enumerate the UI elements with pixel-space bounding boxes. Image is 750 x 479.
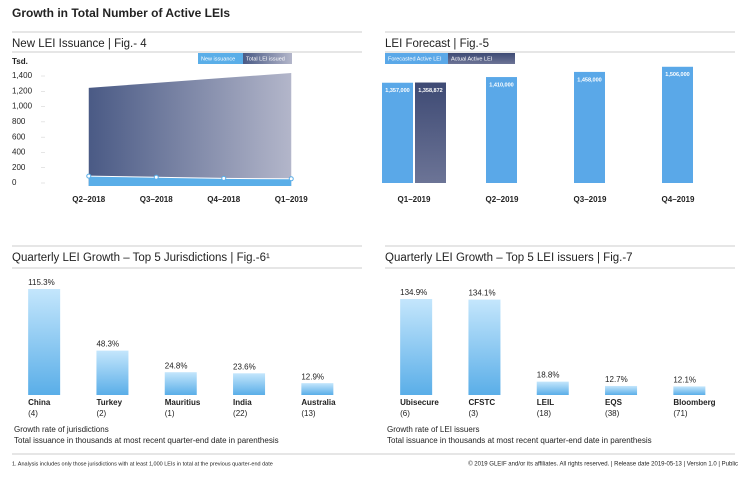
value-label: 134.1% <box>468 289 495 298</box>
y-tick-label: 400 <box>12 148 26 157</box>
legend-label: Actual Active LEI <box>451 56 493 62</box>
bar <box>164 372 197 395</box>
bar <box>28 289 61 395</box>
count-label: (22) <box>233 409 248 418</box>
y-tick-label: 1,000 <box>12 102 33 111</box>
chart-title: Quarterly LEI Growth – Top 5 Jurisdictio… <box>12 252 270 264</box>
value-label: 12.1% <box>673 376 696 385</box>
x-tick-label: Turkey <box>96 398 122 407</box>
x-tick-label: Q4–2018 <box>207 195 240 204</box>
bar <box>96 350 129 395</box>
point <box>86 173 92 179</box>
chart-title: Quarterly LEI Growth – Top 5 LEI issuers… <box>385 252 633 264</box>
y-tick-label: 1,400 <box>12 71 33 80</box>
note: Growth rate of jurisdictions <box>14 425 109 434</box>
bar <box>536 381 569 395</box>
count-label: (2) <box>96 409 106 418</box>
legend-swatch <box>385 53 448 64</box>
value-label: 134.9% <box>400 288 427 297</box>
value-label: 12.7% <box>605 375 628 384</box>
page-title: Growth in Total Number of Active LEIs <box>12 6 230 20</box>
point <box>288 176 294 182</box>
bar <box>468 299 501 395</box>
y-axis-label: Tsd. <box>12 57 28 66</box>
value-label: 1,358,872 <box>418 88 442 94</box>
separators <box>12 31 735 455</box>
x-tick-label: Bloomberg <box>673 398 715 407</box>
point <box>221 175 227 181</box>
x-tick-label: Ubisecure <box>400 398 439 407</box>
legend-label: New issuance <box>201 56 235 62</box>
value-label: 1,506,000 <box>665 72 689 78</box>
x-tick-label: Q1–2019 <box>275 195 308 204</box>
count-label: (1) <box>165 409 175 418</box>
value-label: 115.3% <box>28 278 55 287</box>
value-label: 12.9% <box>301 372 324 381</box>
y-tick-label: 600 <box>12 132 26 141</box>
y-tick-label: 200 <box>12 163 26 172</box>
x-tick-label: CFSTC <box>468 398 495 407</box>
x-tick-label: Q2–2019 <box>486 195 519 204</box>
x-tick-label: Q3–2019 <box>574 195 607 204</box>
area <box>88 72 292 186</box>
bar <box>574 71 605 183</box>
bar <box>662 66 693 183</box>
chart-title: LEI Forecast | Fig.-5 <box>385 38 489 50</box>
y-tick-label: 800 <box>12 117 26 126</box>
bar <box>673 386 706 395</box>
legend-label: Forecasted Active LEI <box>388 56 442 62</box>
legend-swatch <box>448 53 515 64</box>
chart-title: New LEI Issuance | Fig.- 4 <box>12 38 147 50</box>
bar <box>605 385 638 395</box>
value-label: 1,357,000 <box>385 88 409 94</box>
value-label: 1,410,000 <box>489 83 513 89</box>
y-tick-label: 1,200 <box>12 86 33 95</box>
bar <box>486 77 517 183</box>
footnote: 1. Analysis includes only those jurisdic… <box>12 461 273 467</box>
y-tick-label: 0 <box>12 178 17 187</box>
x-tick-label: Q2–2018 <box>72 195 105 204</box>
value-label: 18.8% <box>537 371 560 380</box>
legend-swatch <box>198 53 243 64</box>
count-label: (3) <box>468 409 478 418</box>
bar <box>233 373 266 395</box>
x-tick-label: Q3–2018 <box>140 195 173 204</box>
line <box>88 175 292 180</box>
legend-label: Total LEI issued <box>246 56 285 62</box>
note: Growth rate of LEI issuers <box>387 425 479 434</box>
x-tick-label: EQS <box>605 398 623 407</box>
bar <box>415 82 446 183</box>
note: Total issuance in thousands at most rece… <box>387 436 652 445</box>
count-label: (6) <box>400 409 410 418</box>
x-tick-label: Australia <box>301 398 336 407</box>
count-label: (13) <box>301 409 316 418</box>
count-label: (71) <box>673 409 688 418</box>
x-tick-label: Q1–2019 <box>398 195 431 204</box>
x-tick-label: China <box>28 398 51 407</box>
count-label: (4) <box>28 409 38 418</box>
x-tick-label: Mauritius <box>165 398 201 407</box>
x-tick-label: LEIL <box>537 398 554 407</box>
point <box>153 174 159 180</box>
count-label: (38) <box>605 409 620 418</box>
x-tick-label: Q4–2019 <box>662 195 695 204</box>
copyright: © 2019 GLEIF and/or its affiliates. All … <box>468 461 738 468</box>
count-label: (18) <box>537 409 552 418</box>
value-label: 23.6% <box>233 362 256 371</box>
value-label: 1,458,000 <box>577 77 601 83</box>
x-tick-label: India <box>233 398 252 407</box>
value-label: 24.8% <box>165 361 188 370</box>
bar <box>382 82 413 183</box>
legend-swatch <box>243 53 292 64</box>
bar <box>400 299 433 395</box>
value-label: 48.3% <box>96 340 119 349</box>
bar <box>301 383 334 395</box>
note: Total issuance in thousands at most rece… <box>14 436 279 445</box>
